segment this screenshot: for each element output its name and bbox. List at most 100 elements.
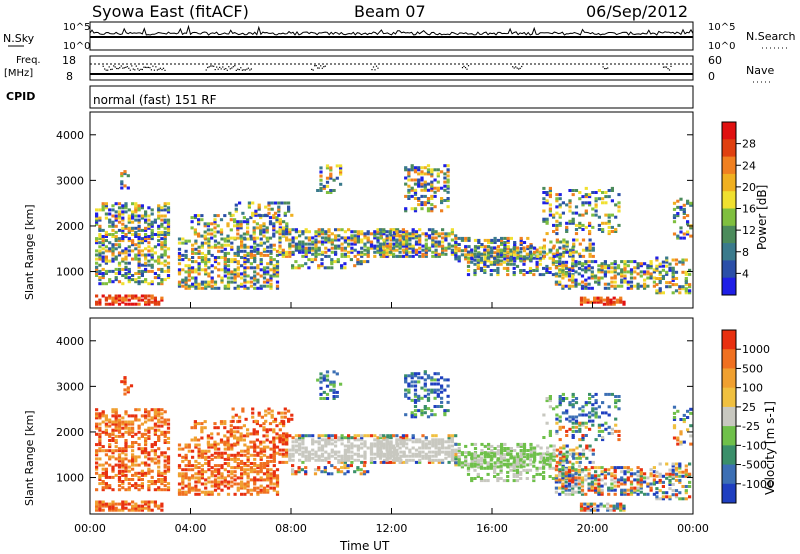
range-gate-cell	[597, 486, 601, 490]
range-gate-cell	[111, 449, 115, 453]
range-gate-cell	[447, 446, 451, 450]
range-gate-cell	[574, 205, 579, 209]
range-gate-cell	[253, 457, 257, 461]
range-gate-cell	[606, 302, 610, 306]
range-gate-cell	[413, 388, 418, 392]
range-gate-cell	[217, 249, 221, 253]
range-gate-cell	[332, 384, 336, 388]
range-gate-cell	[134, 226, 138, 230]
range-gate-cell	[571, 486, 575, 490]
range-gate-cell	[98, 426, 102, 430]
range-gate-cell	[200, 282, 204, 286]
range-gate-cell	[166, 461, 171, 465]
range-gate-cell	[431, 250, 435, 254]
range-gate-cell	[594, 486, 598, 490]
range-gate-cell	[643, 286, 647, 290]
range-gate-cell	[446, 409, 450, 413]
range-gate-cell	[441, 240, 445, 244]
range-gate-cell	[408, 238, 412, 242]
range-gate-cell	[443, 188, 447, 192]
range-gate-cell	[533, 458, 537, 462]
range-gate-cell	[236, 451, 240, 455]
range-gate-cell	[424, 446, 428, 450]
range-gate-cell	[275, 432, 279, 436]
range-gate-cell	[95, 465, 99, 469]
range-gate-cell	[108, 434, 112, 438]
range-gate-cell	[373, 456, 377, 460]
range-gate-cell	[689, 201, 693, 205]
range-gate-cell	[137, 239, 141, 243]
range-gate-cell	[441, 446, 445, 450]
range-gate-cell	[307, 456, 311, 460]
range-gate-cell	[147, 298, 151, 302]
range-gate-cell	[574, 278, 578, 282]
range-gate-cell	[613, 468, 617, 472]
range-gate-cell	[610, 472, 614, 476]
range-gate-cell	[177, 482, 182, 486]
range-gate-cell	[441, 244, 445, 248]
range-gate-cell	[568, 448, 573, 452]
range-gate-cell	[499, 470, 503, 474]
range-gate-cell	[369, 444, 374, 448]
range-gate-cell	[606, 296, 610, 300]
range-gate-cell	[253, 256, 257, 259]
range-gate-cell	[558, 492, 562, 496]
range-gate-cell	[379, 450, 383, 454]
range-gate-cell	[210, 470, 214, 474]
range-gate-cell	[335, 390, 339, 394]
range-gate-cell	[604, 213, 608, 217]
range-gate-cell	[282, 432, 286, 436]
range-gate-cell	[294, 248, 298, 252]
range-gate-cell	[157, 239, 161, 243]
range-gate-cell	[98, 218, 102, 222]
range-gate-cell	[574, 282, 578, 286]
range-gate-cell	[684, 281, 688, 285]
range-gate-cell	[574, 223, 579, 227]
range-gate-cell	[144, 212, 148, 216]
range-gate-cell	[160, 261, 164, 265]
range-gate-cell	[577, 262, 581, 266]
range-gate-cell	[676, 205, 680, 209]
range-gate-cell	[604, 221, 608, 225]
range-gate-cell	[311, 456, 315, 460]
range-gate-cell	[679, 230, 683, 234]
range-gate-cell	[470, 479, 474, 483]
range-gate-cell	[602, 298, 606, 302]
range-gate-cell	[385, 248, 389, 252]
range-gate-cell	[622, 302, 626, 306]
range-gate-cell	[340, 252, 344, 256]
range-gate-cell	[500, 253, 504, 257]
range-gate-cell	[359, 472, 363, 476]
range-gate-cell	[325, 374, 330, 378]
range-gate-cell	[123, 392, 127, 396]
range-gate-cell	[95, 237, 99, 241]
range-gate-cell	[163, 469, 167, 473]
range-gate-cell	[234, 209, 238, 213]
range-gate-cell	[233, 272, 237, 276]
range-gate-cell	[144, 235, 148, 238]
range-gate-cell	[512, 256, 516, 260]
range-gate-cell	[184, 468, 188, 472]
range-gate-cell	[177, 472, 182, 476]
range-gate-cell	[111, 469, 115, 473]
range-gate-cell	[447, 444, 451, 448]
nsky-panel: N.Sky 10^5 10^0 10^5 10^0 N.Search	[3, 21, 796, 52]
range-gate-cell	[275, 270, 280, 274]
range-gate-cell	[131, 243, 135, 247]
range-gate-cell	[411, 436, 415, 440]
range-gate-cell	[330, 246, 334, 250]
range-gate-cell	[144, 441, 148, 444]
range-gate-cell	[127, 261, 131, 265]
range-gate-cell	[147, 486, 151, 490]
range-gate-cell	[684, 283, 688, 287]
range-gate-cell	[243, 468, 247, 472]
range-gate-cell	[408, 234, 412, 238]
range-gate-cell	[223, 484, 227, 488]
range-gate-cell	[382, 252, 386, 256]
range-gate-cell	[506, 238, 510, 242]
range-gate-cell	[121, 508, 125, 512]
range-gate-cell	[388, 242, 392, 246]
range-gate-cell	[184, 284, 188, 288]
range-gate-cell	[558, 268, 562, 272]
range-gate-cell	[268, 428, 273, 432]
